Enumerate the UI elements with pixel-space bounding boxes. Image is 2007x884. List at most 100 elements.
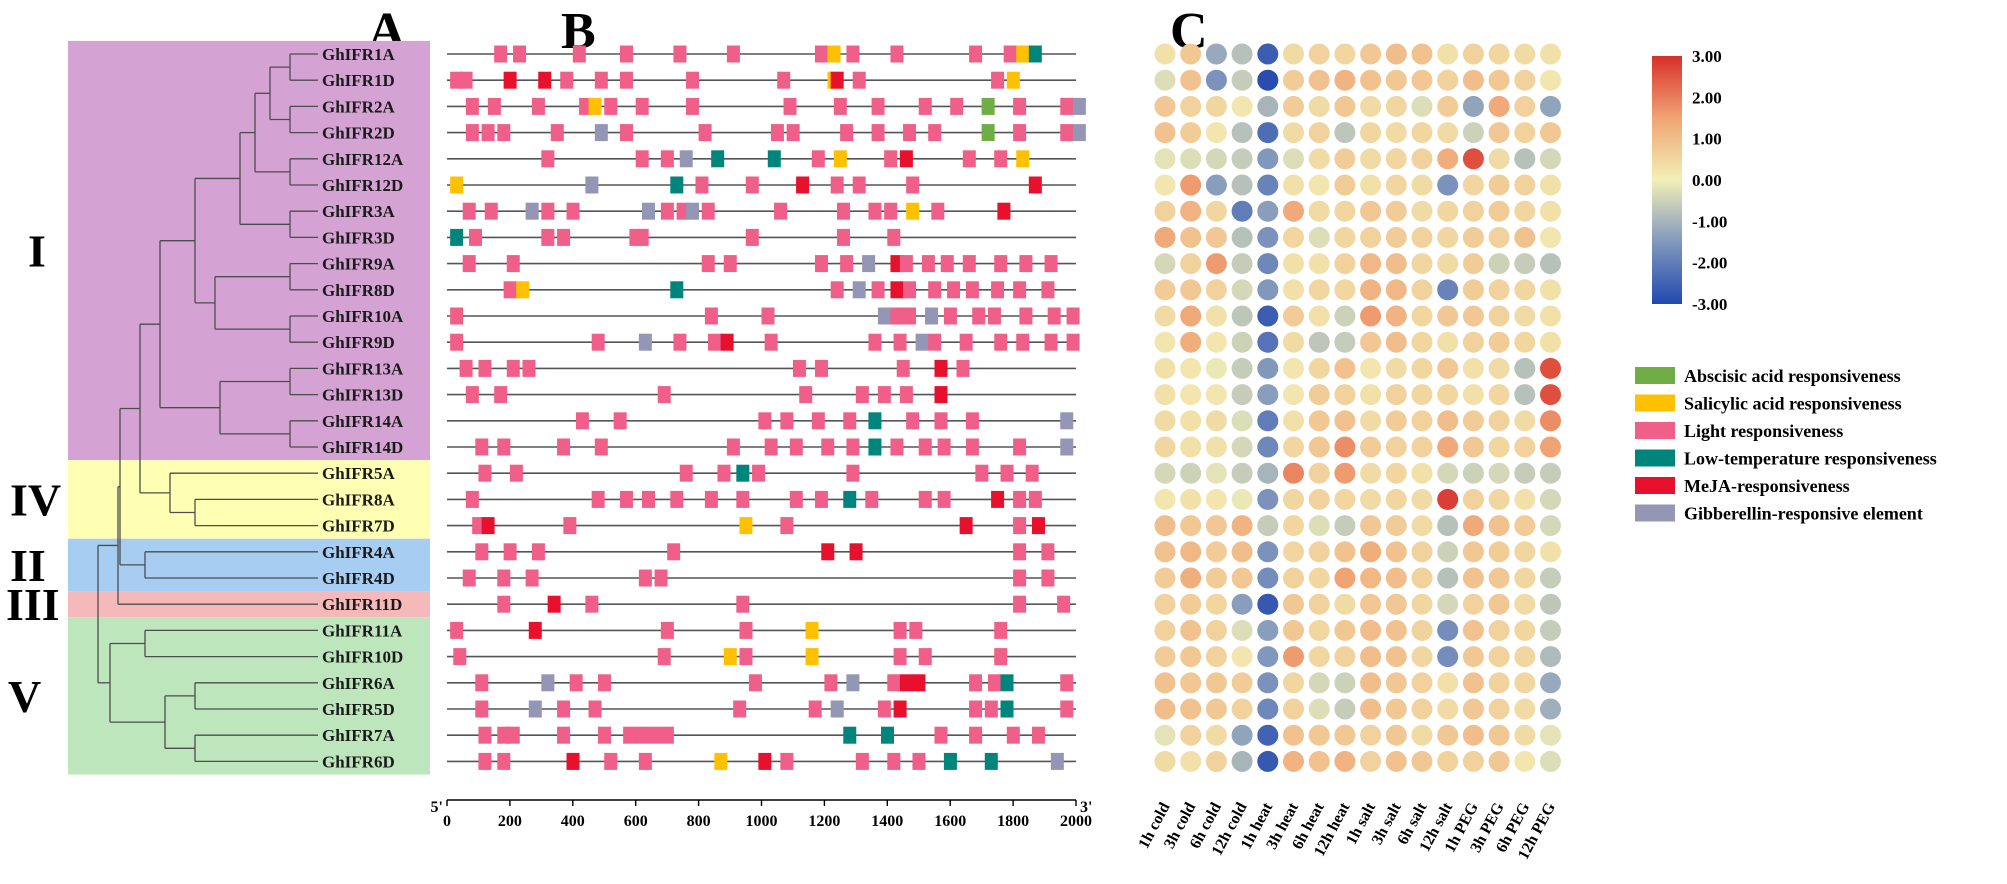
heatmap-cell: [1411, 567, 1433, 589]
heatmap-cell: [1257, 174, 1279, 196]
promoter-element-light-responsiveness: [808, 700, 822, 718]
heatmap-cell: [1411, 279, 1433, 301]
promoter-element-light-responsiveness: [660, 621, 674, 639]
heatmap-cell: [1308, 331, 1330, 353]
promoter-element-light-responsiveness: [928, 281, 942, 299]
promoter-element-light-responsiveness: [890, 307, 904, 325]
promoter-element-light-responsiveness: [1013, 124, 1027, 142]
promoter-element-light-responsiveness: [1019, 307, 1033, 325]
promoter-element-light-responsiveness: [947, 281, 961, 299]
promoter-element-light-responsiveness: [1041, 281, 1055, 299]
heatmap-cell: [1437, 43, 1459, 65]
promoter-element-light-responsiveness: [745, 176, 759, 194]
gene-label: GhIFR13A: [322, 359, 404, 378]
heatmap-cell: [1360, 200, 1382, 222]
heatmap-cell: [1437, 200, 1459, 222]
heatmap-cell: [1514, 148, 1536, 170]
heatmap-cell: [1437, 174, 1459, 196]
heatmap-cell: [1360, 122, 1382, 144]
heatmap-cell: [1205, 331, 1227, 353]
promoter-element-light-responsiveness: [931, 202, 945, 220]
promoter-element-light-responsiveness: [965, 281, 979, 299]
heatmap-cell: [1540, 750, 1561, 772]
promoter-element-light-responsiveness: [635, 726, 649, 744]
promoter-element-light-responsiveness: [893, 333, 907, 351]
heatmap-cell: [1540, 436, 1561, 458]
gene-label: GhIFR7A: [322, 726, 395, 745]
promoter-element-light-responsiveness: [1057, 595, 1071, 613]
axis-end-label: 3': [1080, 799, 1092, 816]
promoter-element-meja-responsiveness: [934, 386, 948, 404]
promoter-element-salicylic-acid-responsiveness: [739, 517, 753, 535]
heatmap-cell: [1360, 148, 1382, 170]
promoter-element-light-responsiveness: [604, 752, 618, 770]
heatmap-cell: [1180, 174, 1202, 196]
heatmap-cell: [1360, 646, 1382, 668]
heatmap-cell: [1360, 541, 1382, 563]
gene-label: GhIFR13D: [322, 386, 403, 405]
heatmap-cell: [1231, 226, 1253, 248]
promoter-element-light-responsiveness: [1044, 333, 1058, 351]
heatmap-cell: [1283, 122, 1304, 144]
heatmap-cell: [1205, 122, 1227, 144]
heatmap-cell: [1180, 724, 1202, 746]
promoter-element-light-responsiveness: [991, 71, 1005, 89]
heatmap-cell: [1283, 357, 1304, 379]
heatmap-cell: [1488, 357, 1510, 379]
heatmap-cell: [1540, 331, 1561, 353]
promoter-element-light-responsiveness: [619, 45, 633, 63]
promoter-element-light-responsiveness: [903, 307, 917, 325]
heatmap-cell: [1437, 357, 1459, 379]
promoter-element-light-responsiveness: [563, 517, 577, 535]
promoter-element-light-responsiveness: [726, 438, 740, 456]
heatmap-cell: [1154, 515, 1176, 537]
promoter-element-light-responsiveness: [717, 464, 731, 482]
color-scale-label: -2.00: [1692, 254, 1727, 273]
heatmap-cell: [1462, 122, 1484, 144]
promoter-element-light-responsiveness: [1047, 307, 1061, 325]
heatmap-cell: [1540, 384, 1561, 406]
heatmap-cell: [1488, 174, 1510, 196]
promoter-element-light-responsiveness: [962, 150, 976, 168]
gene-label: GhIFR8A: [322, 490, 395, 509]
heatmap-cell: [1257, 305, 1279, 327]
promoter-element-light-responsiveness: [686, 71, 700, 89]
heatmap-cell: [1411, 593, 1433, 615]
heatmap-cell: [1205, 253, 1227, 275]
group-band-v: [68, 617, 430, 775]
promoter-element-light-responsiveness: [918, 490, 932, 508]
heatmap-cell: [1540, 515, 1561, 537]
promoter-element-meja-responsiveness: [547, 595, 561, 613]
heatmap-cell: [1180, 95, 1202, 117]
promoter-element-low-temperature-responsiveness: [450, 228, 464, 246]
promoter-element-light-responsiveness: [673, 45, 687, 63]
promoter-element-light-responsiveness: [777, 71, 791, 89]
heatmap-cell: [1462, 698, 1484, 720]
promoter-element-light-responsiveness: [723, 255, 737, 273]
promoter-element-light-responsiveness: [890, 438, 904, 456]
heatmap-cell: [1334, 384, 1356, 406]
heatmap-cell: [1283, 410, 1304, 432]
heatmap-cell: [1488, 488, 1510, 510]
heatmap-cell: [1411, 305, 1433, 327]
promoter-element-light-responsiveness: [921, 255, 935, 273]
promoter-element-light-responsiveness: [764, 333, 778, 351]
promoter-element-gibberellin-responsive-element: [528, 700, 542, 718]
legend-label: Abscisic acid responsiveness: [1684, 366, 1901, 386]
heatmap-cell: [1437, 253, 1459, 275]
promoter-element-light-responsiveness: [811, 150, 825, 168]
promoter-element-meja-responsiveness: [538, 71, 552, 89]
heatmap-cell: [1205, 488, 1227, 510]
heatmap-cell: [1257, 384, 1279, 406]
heatmap-cell: [1205, 305, 1227, 327]
promoter-element-gibberellin-responsive-element: [846, 674, 860, 692]
promoter-element-light-responsiveness: [969, 726, 983, 744]
heatmap-cell: [1540, 488, 1561, 510]
promoter-element-meja-responsiveness: [1031, 517, 1045, 535]
heatmap-cell: [1180, 226, 1202, 248]
promoter-element-light-responsiveness: [1025, 464, 1039, 482]
axis-tick-label: 1000: [746, 813, 778, 830]
promoter-element-light-responsiveness: [657, 648, 671, 666]
